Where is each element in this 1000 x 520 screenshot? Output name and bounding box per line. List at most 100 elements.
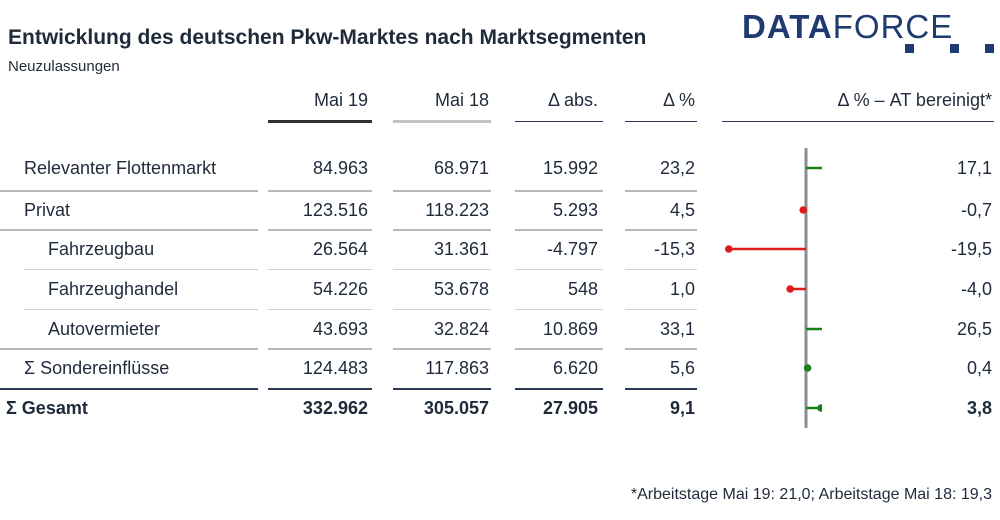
cell-delta-at: 0,4 <box>966 358 992 378</box>
cell-mai19: 54.226 <box>312 279 368 299</box>
row-separator <box>515 269 603 270</box>
cell-delta-abs: 548 <box>567 279 598 299</box>
cell-mai19: 124.483 <box>302 358 368 378</box>
row-separator <box>0 229 258 231</box>
cell-delta-abs: -4.797 <box>546 239 598 259</box>
cell-delta-at: 3,8 <box>966 398 992 418</box>
header-underline-mai18 <box>393 120 491 123</box>
row-label: Fahrzeughandel <box>48 279 179 299</box>
row-separator <box>515 388 603 390</box>
cell-delta-at: 26,5 <box>956 319 992 339</box>
logo-dot <box>985 44 994 53</box>
column-header-delta-abs: Δ abs. <box>547 90 598 110</box>
row-separator <box>393 269 491 270</box>
logo-text-bold: DATA <box>742 8 833 45</box>
cell-mai19: 26.564 <box>312 239 368 259</box>
row-separator <box>625 190 697 192</box>
table-row: Relevanter Flottenmarkt 84.963 68.971 15… <box>0 148 1000 188</box>
cell-delta-at: -0,7 <box>960 200 992 220</box>
row-separator <box>268 269 372 270</box>
row-separator <box>0 190 258 192</box>
row-separator <box>268 348 372 350</box>
cell-delta-abs: 6.620 <box>552 358 598 378</box>
page-subtitle: Neuzulassungen <box>8 58 120 75</box>
row-separator <box>625 229 697 231</box>
row-label: Σ Sondereinflüsse <box>24 358 170 378</box>
page-title: Entwicklung des deutschen Pkw-Marktes na… <box>8 26 647 49</box>
row-label: Autovermieter <box>48 319 161 339</box>
cell-mai18: 68.971 <box>433 158 489 178</box>
row-label: Σ Gesamt <box>6 398 88 418</box>
row-separator <box>268 309 372 310</box>
footnote: *Arbeitstage Mai 19: 21,0; Arbeitstage M… <box>630 486 992 503</box>
table-row: Autovermieter 43.693 32.824 10.869 33,1 … <box>0 309 1000 349</box>
column-header-mai19: Mai 19 <box>313 90 368 110</box>
logo-dot <box>905 44 914 53</box>
cell-mai18: 118.223 <box>425 200 489 220</box>
row-separator <box>625 348 697 350</box>
cell-delta-at: -19,5 <box>950 239 992 259</box>
header-underline-delta-abs <box>515 121 603 122</box>
row-separator <box>24 269 258 270</box>
lollipop-dot <box>817 404 822 412</box>
cell-delta-pct: 1,0 <box>669 279 695 299</box>
table-row: Fahrzeughandel 54.226 53.678 548 1,0 -4,… <box>0 269 1000 309</box>
cell-delta-pct: -15,3 <box>653 239 695 259</box>
cell-delta-pct: 5,6 <box>669 358 695 378</box>
cell-mai19: 43.693 <box>312 319 368 339</box>
row-separator <box>393 388 491 390</box>
table-row: Fahrzeugbau 26.564 31.361 -4.797 -15,3 -… <box>0 229 1000 269</box>
header-underline-delta-pct <box>625 121 697 122</box>
row-label: Fahrzeugbau <box>48 239 155 259</box>
cell-delta-at: -4,0 <box>960 279 992 299</box>
cell-delta-abs: 27.905 <box>542 398 598 418</box>
row-separator <box>515 348 603 350</box>
row-separator <box>268 229 372 231</box>
cell-mai19: 84.963 <box>312 158 368 178</box>
cell-delta-pct: 33,1 <box>659 319 695 339</box>
logo-text: DATAFORCE <box>742 8 953 46</box>
lollipop-dot <box>786 285 794 293</box>
row-label: Relevanter Flottenmarkt <box>24 158 217 178</box>
logo-text-light: FORCE <box>832 8 954 45</box>
dataforce-logo: DATAFORCE <box>742 8 994 53</box>
cell-mai19: 123.516 <box>302 200 368 220</box>
row-separator <box>515 309 603 310</box>
row-separator <box>268 190 372 192</box>
cell-delta-abs: 5.293 <box>552 200 598 220</box>
header-underline-mai19 <box>268 120 372 123</box>
row-separator <box>625 388 697 390</box>
row-separator <box>268 388 372 390</box>
logo-dot <box>950 44 959 53</box>
column-header-mai18: Mai 18 <box>434 90 489 110</box>
column-header-delta-pct: Δ % <box>662 90 695 110</box>
row-separator <box>0 388 258 390</box>
table-row-total: Σ Gesamt 332.962 305.057 27.905 9,1 3,8 <box>0 388 1000 428</box>
table-row: Σ Sondereinflüsse 124.483 117.863 6.620 … <box>0 348 1000 388</box>
row-separator <box>625 269 697 270</box>
table-row: Privat 123.516 118.223 5.293 4,5 -0,7 <box>0 190 1000 230</box>
row-separator <box>515 229 603 231</box>
cell-delta-pct: 4,5 <box>669 200 695 220</box>
row-separator <box>393 229 491 231</box>
cell-mai19: 332.962 <box>302 398 368 418</box>
lollipop-dot <box>803 364 812 372</box>
cell-delta-pct: 23,2 <box>659 158 695 178</box>
cell-delta-pct: 9,1 <box>669 398 695 418</box>
row-separator <box>515 190 603 192</box>
row-separator <box>0 348 258 350</box>
cell-mai18: 53.678 <box>433 279 489 299</box>
header-underline-delta-at <box>722 121 994 122</box>
column-header-delta-at: Δ % – AT bereinigt* <box>837 90 992 110</box>
cell-mai18: 305.057 <box>423 398 489 418</box>
cell-delta-abs: 10.869 <box>542 319 598 339</box>
row-label: Privat <box>24 200 71 220</box>
lollipop-chart <box>724 148 822 428</box>
row-separator <box>393 190 491 192</box>
cell-delta-abs: 15.992 <box>542 158 598 178</box>
cell-mai18: 32.824 <box>433 319 489 339</box>
cell-mai18: 31.361 <box>433 239 489 259</box>
row-separator <box>393 309 491 310</box>
cell-delta-at: 17,1 <box>956 158 992 178</box>
lollipop-dot <box>724 245 733 253</box>
